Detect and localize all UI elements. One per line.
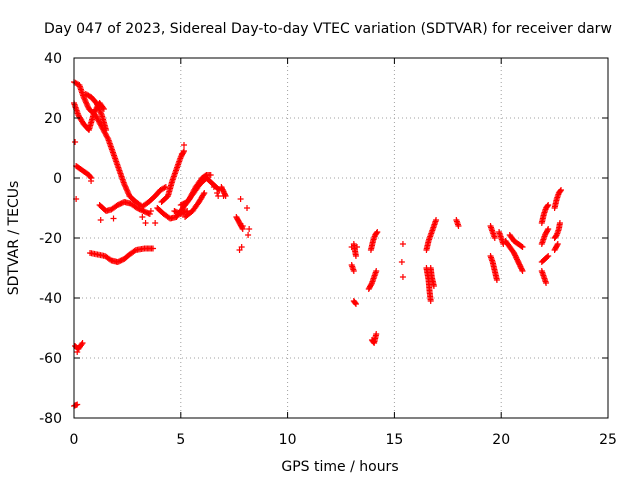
data-point	[74, 349, 81, 355]
data-point	[201, 190, 208, 196]
data-point	[373, 331, 380, 337]
data-point	[237, 196, 244, 202]
data-point	[352, 301, 359, 307]
data-point	[142, 220, 149, 226]
data-point	[554, 242, 561, 249]
axis-ticks	[73, 57, 609, 419]
data-point	[244, 205, 251, 211]
x-tick-label: 25	[599, 432, 617, 448]
data-point	[348, 244, 355, 250]
data-point	[184, 208, 191, 214]
data-point	[518, 266, 525, 273]
data-point	[220, 193, 227, 199]
data-point	[181, 142, 188, 148]
data-point	[545, 226, 552, 232]
data-point	[455, 223, 462, 229]
data-point	[545, 202, 552, 208]
data-point	[518, 243, 525, 250]
data-point	[519, 244, 526, 250]
data-point	[239, 223, 246, 229]
data-point	[427, 298, 434, 304]
data-point	[200, 191, 207, 198]
data-point	[374, 229, 381, 235]
data-point	[399, 274, 406, 280]
data-point	[147, 208, 154, 214]
x-tick-labels: 0 5 10 15 20 25	[70, 432, 617, 448]
data-point	[430, 283, 437, 289]
data-point	[554, 241, 561, 247]
y-tick-label: -40	[39, 291, 62, 307]
data-point	[207, 172, 214, 178]
data-point	[398, 259, 405, 265]
data-point	[214, 190, 221, 196]
y-tick-label: -60	[39, 351, 62, 367]
data-point	[543, 280, 550, 286]
data-point	[544, 254, 551, 260]
data-point	[150, 245, 157, 252]
data-point	[433, 217, 440, 223]
data-point	[139, 214, 146, 220]
data-point	[491, 235, 498, 241]
data-point	[373, 268, 380, 274]
data-point	[373, 230, 380, 236]
data-point	[131, 247, 138, 254]
y-tick-label: 40	[44, 51, 62, 67]
data-point	[146, 211, 153, 217]
x-tick-label: 5	[176, 432, 185, 448]
data-point	[104, 134, 111, 141]
data-point	[74, 401, 81, 408]
data-point	[152, 220, 159, 226]
data-point	[493, 277, 500, 283]
chart-title: Day 047 of 2023, Sidereal Day-to-day VTE…	[44, 21, 612, 37]
y-tick-label: -20	[39, 231, 62, 247]
y-tick-labels: -80 -60 -40 -20 0 20 40	[39, 51, 62, 427]
data-point	[100, 106, 107, 112]
data-point	[544, 227, 551, 234]
x-tick-label: 0	[70, 432, 79, 448]
x-tick-label: 10	[279, 432, 297, 448]
y-axis-label: SDTVAR / TECUs	[6, 181, 22, 296]
data-point	[110, 215, 117, 222]
data-point	[236, 247, 243, 253]
data-points	[71, 79, 565, 409]
data-point	[245, 232, 252, 238]
data-point	[103, 127, 110, 133]
data-point	[558, 187, 565, 193]
x-axis-label: GPS time / hours	[281, 459, 398, 475]
data-point	[246, 226, 253, 232]
y-tick-label: -80	[39, 411, 62, 427]
x-tick-label: 15	[385, 432, 403, 448]
data-point	[544, 203, 551, 209]
data-point	[368, 281, 375, 288]
data-point	[354, 244, 361, 250]
data-point	[556, 220, 563, 226]
data-point	[72, 139, 79, 145]
data-point	[399, 241, 406, 247]
data-point	[557, 188, 564, 194]
data-point	[545, 253, 552, 259]
data-point	[97, 217, 104, 223]
data-point	[78, 341, 85, 348]
data-point	[178, 151, 185, 157]
data-point	[79, 340, 86, 346]
y-tick-label: 20	[44, 111, 62, 127]
data-point	[352, 253, 359, 259]
grid	[74, 58, 608, 418]
data-point	[87, 174, 94, 180]
x-tick-label: 20	[492, 432, 510, 448]
data-point	[215, 193, 222, 199]
data-point	[352, 300, 359, 306]
y-tick-label: 0	[53, 171, 62, 187]
data-point	[350, 268, 357, 274]
data-point	[210, 184, 217, 190]
data-point	[88, 178, 95, 184]
data-point	[519, 268, 526, 274]
data-point	[161, 184, 168, 191]
